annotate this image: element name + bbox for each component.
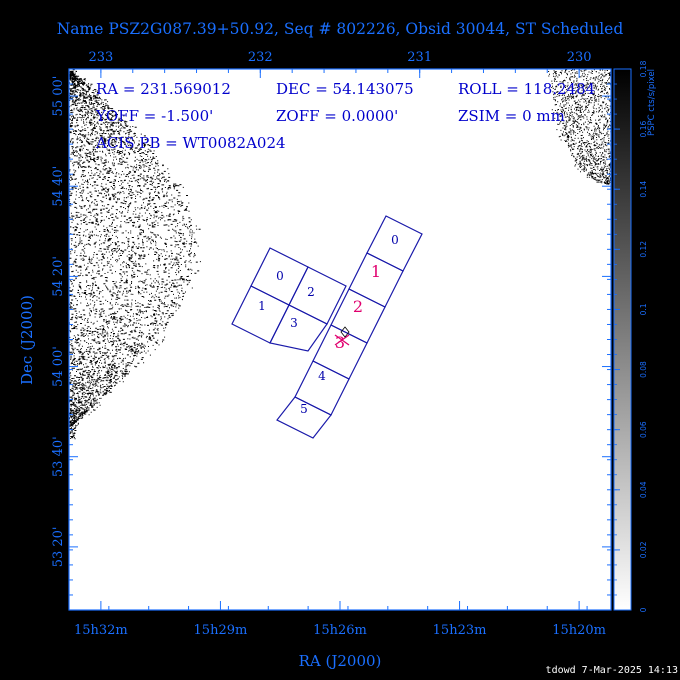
colorbar-tick-label-0: 0 — [639, 607, 648, 612]
footer-stamp: tdowd 7-Mar-2025 14:13 — [546, 665, 678, 676]
noise-region-right — [548, 69, 611, 185]
colorbar-tick-label-4: 0.08 — [639, 361, 648, 378]
acis-i-chip-3 — [269, 304, 328, 352]
bottom-tick-label-3: 15h23m — [433, 623, 487, 638]
colorbar-tick-label-3: 0.06 — [639, 421, 648, 438]
acis-s-label-3: 3 — [335, 333, 345, 352]
info-zsim: ZSIM = 0 mm — [458, 107, 565, 125]
colorbar-tick-label-7: 0.14 — [639, 181, 648, 198]
acis-s-label-5: 5 — [300, 402, 308, 416]
left-tick-label-5: 53 20' — [51, 526, 66, 567]
top-tick-label-2: 231 — [407, 50, 432, 65]
aimpoint-marker — [334, 326, 350, 346]
info-yoff: YOFF = -1.500' — [95, 107, 213, 125]
top-tick-label-0: 233 — [88, 50, 113, 65]
x-axis-label: RA (J2000) — [299, 652, 382, 670]
acis-s-label-2: 2 — [353, 297, 363, 316]
bottom-tick-label-1: 15h29m — [194, 623, 248, 638]
top-tick-label-1: 232 — [248, 50, 273, 65]
colorbar-tick-label-5: 0.1 — [639, 303, 648, 315]
acis-i-label-0: 0 — [276, 269, 284, 283]
left-tick-label-3: 54 00' — [51, 346, 66, 387]
xray-background — [69, 69, 611, 440]
noise-region-left — [69, 69, 201, 440]
left-tick-label-1: 54 40' — [51, 166, 66, 207]
y-axis-label: Dec (J2000) — [18, 295, 36, 385]
bottom-tick-label-4: 15h20m — [552, 623, 606, 638]
left-tick-label-0: 55 00' — [51, 76, 66, 117]
acis-s-chip-5 — [276, 396, 332, 439]
noise-dots-left — [69, 69, 201, 440]
left-tick-label-4: 53 40' — [51, 436, 66, 477]
acis-i-array — [231, 247, 347, 352]
acis-s-array — [276, 215, 423, 439]
colorbar-tick-label-1: 0.02 — [639, 541, 648, 558]
acis-s-label-0: 0 — [391, 233, 399, 247]
noise-dots-right — [548, 69, 611, 185]
colorbar-tick-label-6: 0.12 — [639, 241, 648, 258]
left-tick-label-2: 54 20' — [51, 256, 66, 297]
colorbar-tick-label-9: 0.18 — [639, 60, 648, 77]
top-tick-label-3: 230 — [567, 50, 592, 65]
acis-s-label-1: 1 — [371, 262, 381, 281]
info-acis-pb: ACIS PB = WT0082A024 — [95, 134, 286, 152]
bottom-tick-label-2: 15h26m — [313, 623, 367, 638]
plot-title: Name PSZ2G087.39+50.92, Seq # 802226, Ob… — [57, 20, 624, 38]
colorbar-label: PSPC cts/s/pixel — [647, 69, 657, 136]
colorbar-ticks: 0 0.02 0.04 0.06 0.08 0.1 0.12 0.14 0.16 0.18 — [614, 60, 648, 612]
info-dec: DEC = 54.143075 — [276, 80, 414, 98]
info-zoff: ZOFF = 0.0000' — [276, 107, 398, 125]
acis-i-label-1: 1 — [258, 299, 266, 313]
info-roll: ROLL = 118.2484 — [458, 80, 595, 98]
info-ra: RA = 231.569012 — [96, 80, 231, 98]
observation-info: RA = 231.569012 DEC = 54.143075 ROLL = 1… — [95, 80, 595, 152]
bottom-tick-label-0: 15h32m — [74, 623, 128, 638]
colorbar-tick-label-8: 0.16 — [639, 121, 648, 138]
acis-i-label-3: 3 — [290, 316, 298, 330]
acis-s-label-4: 4 — [318, 369, 326, 383]
colorbar-tick-label-2: 0.04 — [639, 481, 648, 498]
plot-area — [69, 69, 611, 610]
acis-i-label-2: 2 — [307, 285, 315, 299]
